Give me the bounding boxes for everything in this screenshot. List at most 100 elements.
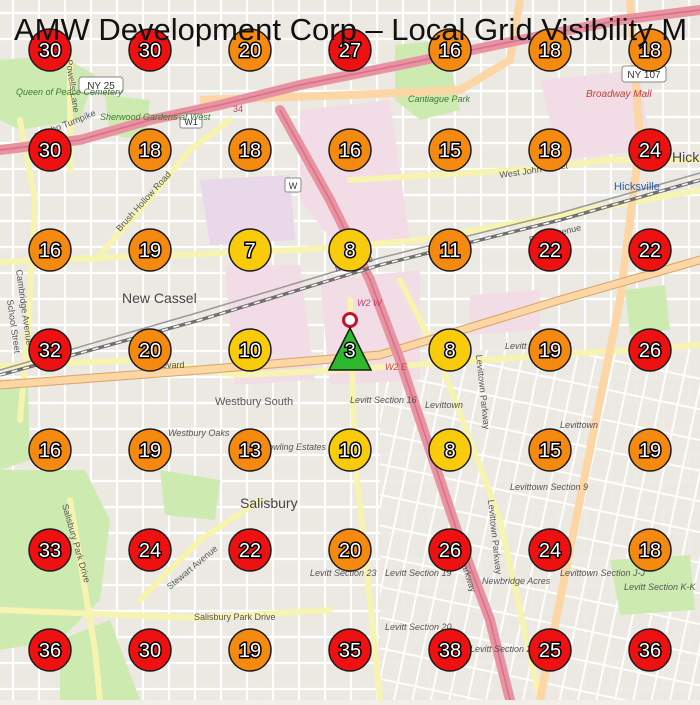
grid-pin[interactable]: 16 [28,228,72,272]
grid-pin[interactable]: 22 [228,528,272,572]
grid-pin-rank: 22 [239,540,261,562]
grid-pin[interactable]: 11 [428,228,472,272]
center-marker[interactable]: 3 [327,312,373,371]
grid-pin[interactable]: 36 [28,628,72,672]
grid-pin-rank: 24 [639,140,661,162]
label-levitt-19: Levitt Section 19 [385,568,452,578]
grid-pin-circle [228,528,272,572]
grid-pin[interactable]: 35 [328,628,372,672]
grid-pin[interactable]: 19 [528,328,572,372]
grid-pin[interactable]: 10 [328,428,372,472]
grid-pin[interactable]: 19 [228,628,272,672]
grid-pin[interactable]: 20 [128,328,172,372]
grid-pin-rank: 24 [139,540,161,562]
route-shield-ny25: NY 25 [78,76,124,94]
label-salisbury: Salisbury [240,495,298,511]
grid-pin-rank: 32 [39,340,61,362]
grid-pin-circle [328,228,372,272]
grid-pin[interactable]: 20 [228,28,272,72]
grid-pin-rank: 18 [239,140,261,162]
label-cantiague-park: Cantiague Park [408,94,471,104]
grid-pin-rank: 24 [539,540,561,562]
grid-pin-circle [428,28,472,72]
grid-pin-rank: 15 [539,440,561,462]
commercial-areas [225,70,650,385]
grid-pin-circle [128,128,172,172]
label-w2w: W2 W [357,298,383,308]
grid-pin[interactable]: 22 [528,228,572,272]
grid-pin-circle [628,228,672,272]
grid-pin[interactable]: 16 [428,28,472,72]
grid-pin-circle [228,28,272,72]
grid-pin[interactable]: 15 [528,428,572,472]
grid-pin[interactable]: 19 [628,428,672,472]
visibility-grid: 30 30 20 27 16 18 18 30 18 18 16 15 18 24 16 19 7 8 11 22 22… [28,28,672,672]
grid-pin[interactable]: 15 [428,128,472,172]
grid-pin[interactable]: 8 [428,428,472,472]
grid-pin[interactable]: 22 [628,228,672,272]
grid-pin[interactable]: 30 [28,128,72,172]
grid-pin[interactable]: 25 [528,628,572,672]
grid-pin[interactable]: 24 [628,128,672,172]
grid-pin-circle [328,28,372,72]
grid-pin[interactable]: 10 [228,328,272,372]
grid-pin-rank: 26 [439,540,461,562]
grid-pin-rank: 18 [639,540,661,562]
grid-pin[interactable]: 38 [428,628,472,672]
w-label: W [289,181,298,191]
grid-pin-rank: 30 [39,40,61,62]
grid-pin[interactable]: 7 [228,228,272,272]
grid-pin-rank: 35 [339,640,361,662]
grid-pin-rank: 8 [444,340,455,362]
grid-pin[interactable]: 18 [628,28,672,72]
grid-pin-rank: 16 [339,140,361,162]
grid-pin[interactable]: 18 [628,528,672,572]
label-westbury-south: Westbury South [215,396,293,408]
grid-pin[interactable]: 19 [128,228,172,272]
label-levittown-section-9: Levittown Section 9 [510,482,588,492]
grid-pin-rank: 38 [439,640,461,662]
grid-pin[interactable]: 32 [28,328,72,372]
grid-pin[interactable]: 30 [28,28,72,72]
grid-pin-circle [228,228,272,272]
label-new-cassel: New Cassel [122,290,197,306]
grid-pin-circle [528,228,572,272]
grid-pin-circle [628,528,672,572]
grid-pin-circle [328,428,372,472]
grid-pin[interactable]: 20 [328,528,372,572]
grid-pin[interactable]: 24 [528,528,572,572]
grid-pin[interactable]: 36 [628,628,672,672]
grid-pin-circle [28,28,72,72]
grid-pin[interactable]: 18 [528,28,572,72]
grid-pin[interactable]: 18 [128,128,172,172]
grid-pin-circle [28,228,72,272]
grid-pin-rank: 20 [339,540,361,562]
grid-pin[interactable]: 27 [328,28,372,72]
grid-pin[interactable]: 18 [528,128,572,172]
grid-pin-rank: 25 [539,640,561,662]
grid-pin-rank: 26 [639,340,661,362]
grid-pin[interactable]: 13 [228,428,272,472]
grid-pin[interactable]: 24 [128,528,172,572]
grid-pin-circle [428,128,472,172]
grid-pin[interactable]: 19 [128,428,172,472]
grid-pin[interactable]: 8 [428,328,472,372]
grid-pin-rank: 30 [39,140,61,162]
grid-pin[interactable]: 16 [328,128,372,172]
grid-pin-circle [128,528,172,572]
grid-pin[interactable]: 30 [128,628,172,672]
grid-pin-circle [28,328,72,372]
grid-pin-circle [528,28,572,72]
motorway-center [0,9,700,701]
label-route34: 34 [233,104,243,114]
grid-pin[interactable]: 33 [28,528,72,572]
grid-pin[interactable]: 26 [628,328,672,372]
grid-pin[interactable]: 26 [428,528,472,572]
grid-pin[interactable]: 18 [228,128,272,172]
grid-pin-rank: 18 [139,140,161,162]
grid-pin[interactable]: 30 [128,28,172,72]
grid-pin-circle [128,228,172,272]
grid-pin[interactable]: 8 [328,228,372,272]
grid-pin[interactable]: 16 [28,428,72,472]
